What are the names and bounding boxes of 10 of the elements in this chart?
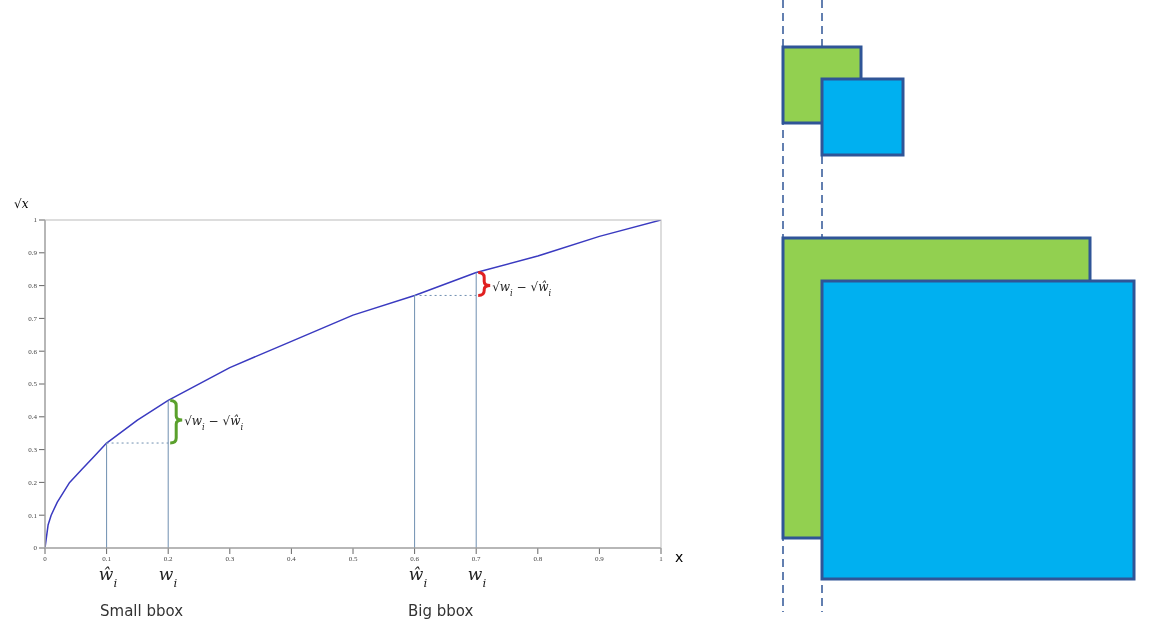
- text: w$_{i}$: [467, 564, 487, 590]
- x-axis-title: x: [675, 549, 684, 565]
- y-axis-title: √x: [14, 197, 29, 211]
- text: ŵ$_{i}$: [408, 564, 428, 590]
- annotation: √w$_{i}$ − √ŵ$_{i}$: [492, 279, 552, 298]
- text: w$_{i}$: [158, 564, 178, 590]
- text: Small bbox: [100, 602, 184, 620]
- text: ŵ$_{i}$: [98, 564, 118, 590]
- annotation: √w$_{i}$ − √ŵ$_{i}$: [184, 414, 244, 433]
- text: Big bbox: [408, 602, 474, 620]
